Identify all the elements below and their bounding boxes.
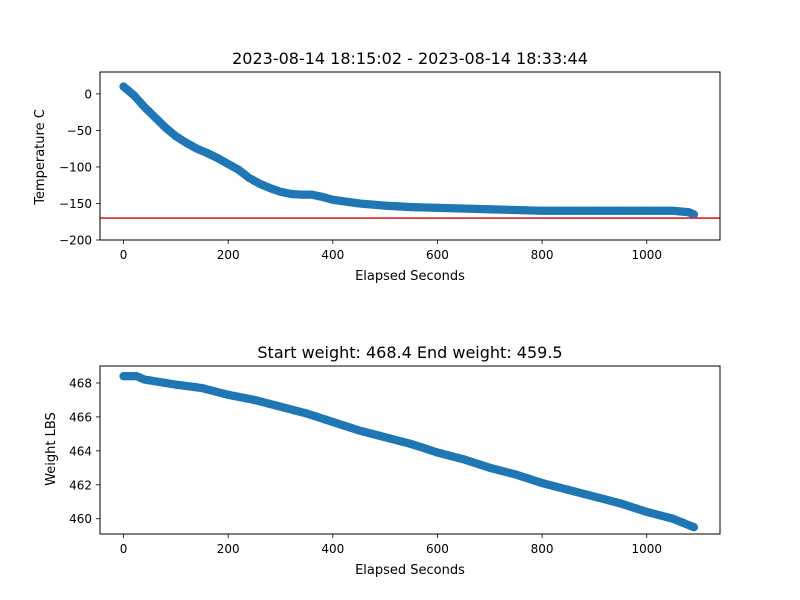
temperature-x-tick-label: 0 <box>120 248 128 262</box>
temperature-y-tick-label: −150 <box>59 197 92 211</box>
weight-series <box>119 371 699 532</box>
weight-x-tick-label: 0 <box>120 542 128 556</box>
weight-x-tick-label: 200 <box>217 542 240 556</box>
temperature-x-tick-label: 800 <box>531 248 554 262</box>
temperature-x-tick-label: 400 <box>321 248 344 262</box>
weight-y-tick-label: 462 <box>69 478 92 492</box>
weight-x-axis-label: Elapsed Seconds <box>355 563 465 578</box>
weight-y-axis-ticks: 460 462 464 466 468 <box>69 376 100 526</box>
weight-plot: Start weight: 468.4 End weight: 459.5 0 2… <box>44 343 721 578</box>
temperature-plot-title: 2023-08-14 18:15:02 - 2023-08-14 18:33:4… <box>232 49 588 68</box>
weight-x-tick-label: 1000 <box>631 542 662 556</box>
weight-y-tick-label: 466 <box>69 410 92 424</box>
weight-y-tick-label: 468 <box>69 376 92 390</box>
temperature-x-tick-label: 200 <box>217 248 240 262</box>
temperature-y-tick-label: −50 <box>67 124 92 138</box>
weight-y-tick-label: 460 <box>69 512 92 526</box>
temperature-series <box>100 82 720 219</box>
temperature-x-tick-label: 1000 <box>631 248 662 262</box>
temperature-plot-frame <box>99 71 721 241</box>
weight-x-axis-ticks: 0 200 400 600 800 1000 <box>120 534 662 556</box>
weight-plot-frame <box>99 365 721 535</box>
temperature-y-tick-label: −200 <box>59 234 92 248</box>
temperature-x-tick-label: 600 <box>426 248 449 262</box>
weight-x-tick-label: 600 <box>426 542 449 556</box>
temperature-x-axis-label: Elapsed Seconds <box>355 269 465 284</box>
weight-y-axis-label: Weight LBS <box>44 412 59 486</box>
temperature-y-axis-ticks: −200 −150 −100 −50 0 <box>59 87 100 248</box>
temperature-y-axis-label: Temperature C <box>33 109 48 206</box>
temperature-y-tick-label: −100 <box>59 160 92 174</box>
temperature-plot: 2023-08-14 18:15:02 - 2023-08-14 18:33:4… <box>33 49 721 284</box>
weight-data-point <box>689 523 699 532</box>
temperature-y-tick-label: 0 <box>84 87 92 101</box>
weight-x-tick-label: 800 <box>531 542 554 556</box>
weight-x-tick-label: 400 <box>321 542 344 556</box>
temperature-data-point <box>689 210 699 219</box>
temperature-x-axis-ticks: 0 200 400 600 800 1000 <box>120 240 662 262</box>
weight-plot-title: Start weight: 468.4 End weight: 459.5 <box>257 343 562 362</box>
weight-y-tick-label: 464 <box>69 444 92 458</box>
